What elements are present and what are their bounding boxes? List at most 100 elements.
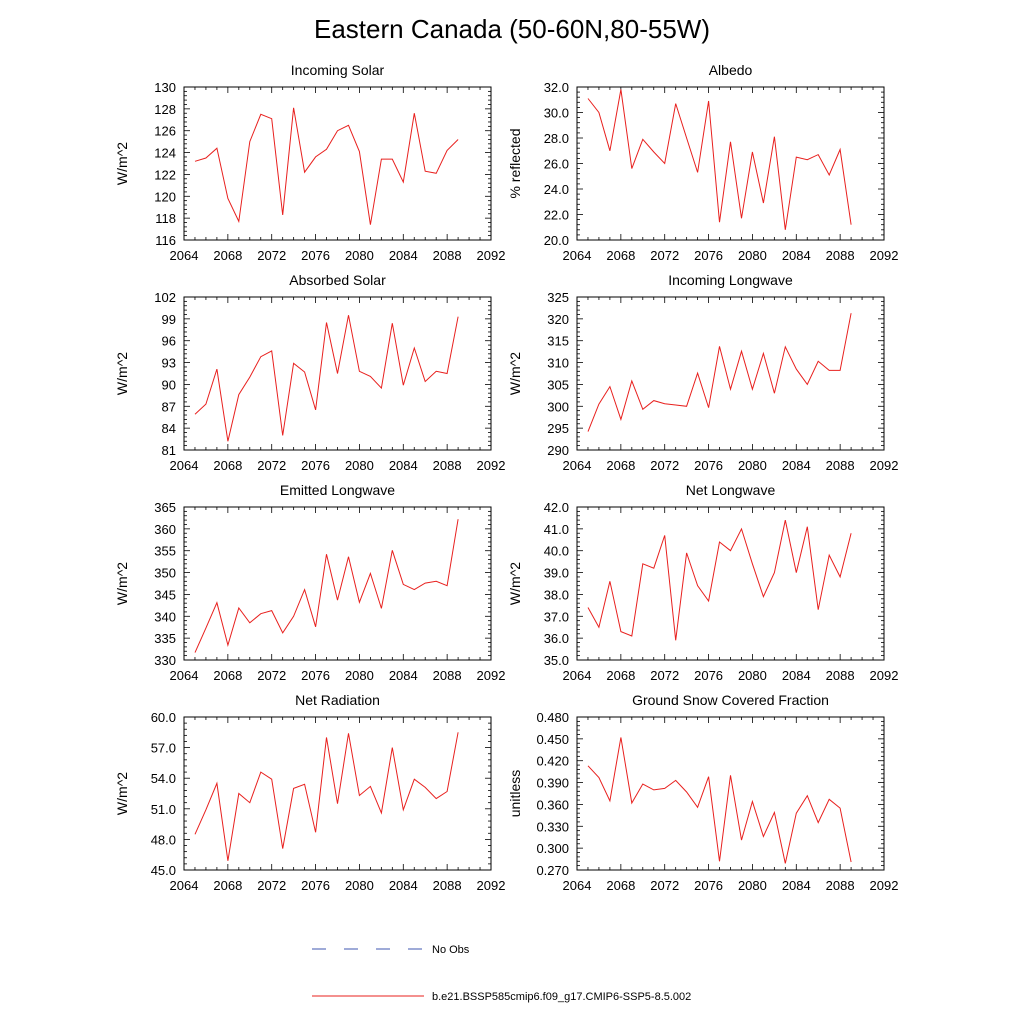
- series-line: [587, 313, 852, 432]
- legend-label: b.e21.BSSP585cmip6.f09_g17.CMIP6-SSP5-8.…: [432, 991, 691, 1003]
- x-tick-label: 2072: [650, 878, 679, 893]
- x-tick-label: 2068: [606, 668, 635, 683]
- y-tick-label: 54.0: [151, 771, 176, 786]
- y-tick-label: 22.0: [544, 208, 569, 223]
- y-axis-label: W/m^2: [114, 562, 130, 605]
- series-line: [194, 107, 459, 225]
- panel-title: Net Radiation: [295, 692, 380, 708]
- x-tick-label: 2068: [213, 668, 242, 683]
- panel-title: Net Longwave: [686, 482, 776, 498]
- series-line: [194, 519, 459, 653]
- x-tick-label: 2080: [345, 668, 374, 683]
- x-tick-label: 2080: [345, 248, 374, 263]
- panel-title: Incoming Longwave: [668, 272, 793, 288]
- y-tick-label: 84: [162, 421, 176, 436]
- y-tick-label: 130: [154, 80, 176, 95]
- panel-title: Ground Snow Covered Fraction: [632, 692, 829, 708]
- y-tick-label: 0.330: [536, 819, 569, 834]
- series-line: [587, 737, 852, 864]
- plot-frame: [576, 506, 885, 661]
- y-axis-label: W/m^2: [507, 562, 523, 605]
- x-tick-label: 2092: [477, 878, 506, 893]
- x-tick-label: 2076: [301, 668, 330, 683]
- y-tick-label: 365: [154, 500, 176, 515]
- x-tick-label: 2076: [694, 668, 723, 683]
- y-tick-label: 0.270: [536, 863, 569, 878]
- y-tick-label: 90: [162, 377, 176, 392]
- x-tick-label: 2080: [738, 248, 767, 263]
- x-tick-label: 2088: [826, 668, 855, 683]
- y-tick-label: 26.0: [544, 157, 569, 172]
- y-tick-label: 0.390: [536, 776, 569, 791]
- y-tick-label: 51.0: [151, 802, 176, 817]
- x-tick-label: 2072: [257, 878, 286, 893]
- y-axis-label: W/m^2: [114, 142, 130, 185]
- y-tick-label: 28.0: [544, 131, 569, 146]
- x-tick-label: 2064: [170, 458, 199, 473]
- y-tick-label: 310: [547, 356, 569, 371]
- panel-title: Emitted Longwave: [280, 482, 395, 498]
- y-tick-label: 96: [162, 334, 176, 349]
- x-tick-label: 2064: [563, 248, 592, 263]
- plot-frame: [183, 86, 492, 241]
- y-tick-label: 128: [154, 102, 176, 117]
- plot-frame: [183, 716, 492, 871]
- y-axis-label: W/m^2: [114, 352, 130, 395]
- x-tick-label: 2080: [345, 458, 374, 473]
- x-tick-label: 2084: [782, 458, 811, 473]
- x-tick-label: 2072: [257, 668, 286, 683]
- x-tick-label: 2068: [606, 458, 635, 473]
- x-tick-label: 2076: [694, 458, 723, 473]
- y-tick-label: 0.360: [536, 797, 569, 812]
- y-tick-label: 350: [154, 566, 176, 581]
- legend-label: No Obs: [432, 944, 470, 956]
- x-tick-label: 2068: [213, 458, 242, 473]
- panel-title: Absorbed Solar: [289, 272, 386, 288]
- x-tick-label: 2072: [257, 458, 286, 473]
- panel-4: Incoming Longwave W/m^2 2064 2068 2072 2076 20…: [507, 272, 898, 473]
- x-tick-label: 2068: [213, 248, 242, 263]
- y-tick-label: 124: [154, 146, 176, 161]
- x-tick-label: 2084: [389, 668, 418, 683]
- panel-3: Absorbed Solar W/m^2 2064 2068 2072 2076 2080 2…: [114, 272, 505, 473]
- x-tick-label: 2076: [301, 878, 330, 893]
- x-tick-label: 2092: [477, 668, 506, 683]
- x-tick-label: 2084: [782, 248, 811, 263]
- x-tick-label: 2088: [826, 878, 855, 893]
- y-tick-label: 315: [547, 334, 569, 349]
- plot-frame: [183, 506, 492, 661]
- x-tick-label: 2088: [826, 248, 855, 263]
- x-tick-label: 2064: [170, 248, 199, 263]
- y-tick-label: 360: [154, 522, 176, 537]
- plot-frame: [576, 86, 885, 241]
- y-tick-label: 300: [547, 399, 569, 414]
- y-tick-label: 305: [547, 377, 569, 392]
- panel-title: Incoming Solar: [291, 62, 385, 78]
- y-tick-label: 0.480: [536, 710, 569, 725]
- y-tick-label: 0.420: [536, 754, 569, 769]
- y-tick-label: 345: [154, 587, 176, 602]
- y-tick-label: 330: [154, 653, 176, 668]
- y-tick-label: 126: [154, 124, 176, 139]
- x-tick-label: 2092: [870, 248, 899, 263]
- panel-5: Emitted Longwave W/m^2 2064 2068 2072 2076 208…: [114, 482, 505, 683]
- panel-title: Albedo: [709, 62, 753, 78]
- y-tick-label: 24.0: [544, 182, 569, 197]
- x-tick-label: 2072: [650, 248, 679, 263]
- y-tick-label: 340: [154, 609, 176, 624]
- y-tick-label: 30.0: [544, 106, 569, 121]
- y-tick-label: 60.0: [151, 710, 176, 725]
- x-tick-label: 2072: [257, 248, 286, 263]
- x-tick-label: 2064: [563, 668, 592, 683]
- series-line: [587, 89, 852, 230]
- x-tick-label: 2076: [301, 248, 330, 263]
- x-tick-label: 2068: [606, 878, 635, 893]
- y-tick-label: 0.450: [536, 732, 569, 747]
- x-tick-label: 2084: [782, 668, 811, 683]
- y-tick-label: 42.0: [544, 500, 569, 515]
- x-tick-label: 2072: [650, 458, 679, 473]
- x-tick-label: 2084: [389, 248, 418, 263]
- x-tick-label: 2068: [213, 878, 242, 893]
- x-tick-label: 2064: [170, 668, 199, 683]
- y-tick-label: 118: [155, 211, 176, 226]
